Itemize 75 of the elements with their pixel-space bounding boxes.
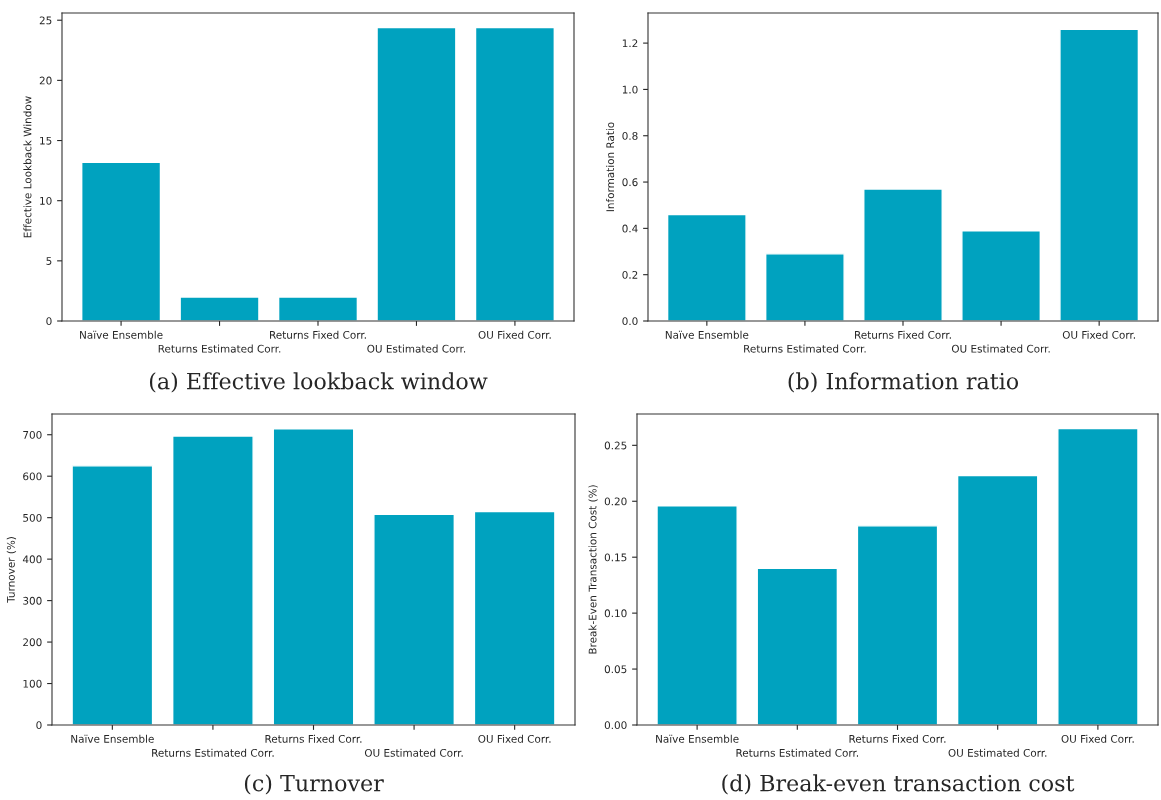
bar — [856, 525, 939, 725]
x-tick-label: Naïve Ensemble — [71, 734, 154, 743]
x-tick-label: OU Fixed Corr. — [478, 734, 551, 743]
bar — [80, 161, 162, 321]
bar — [961, 229, 1042, 321]
y-axis-title: Effective Lookback Window — [23, 96, 32, 238]
y-tick-label: 0.0 — [622, 317, 638, 326]
bar — [863, 188, 943, 321]
y-tick-label: 0 — [46, 317, 52, 326]
bar — [376, 26, 457, 321]
x-tick-label: Returns Fixed Corr. — [849, 734, 946, 743]
y-tick-label: 0.6 — [622, 178, 638, 187]
bar — [473, 510, 556, 725]
y-tick-label: 10 — [40, 196, 52, 205]
text: (b) Information ratio — [788, 372, 1019, 393]
x-tick-label: Returns Estimated Corr. — [736, 748, 858, 757]
y-tick-label: 0.4 — [622, 224, 638, 233]
y-tick-label: 15 — [40, 136, 52, 145]
y-tick-label: 1.0 — [622, 85, 638, 94]
y-tick-label: 0.20 — [604, 497, 627, 506]
bar — [764, 253, 845, 321]
y-tick-label: 1.2 — [622, 39, 638, 48]
bar — [179, 296, 260, 321]
y-tick-label: 400 — [22, 555, 42, 564]
text: (c) Turnover — [244, 774, 384, 795]
x-tick-label: Naïve Ensemble — [665, 330, 749, 339]
y-tick-label: 300 — [23, 596, 42, 605]
x-tick-label: Returns Estimated Corr. — [152, 748, 274, 757]
bar — [1059, 28, 1140, 321]
bar — [272, 428, 355, 725]
bar — [656, 505, 738, 725]
bar — [373, 513, 456, 725]
bar — [171, 435, 254, 725]
bar — [71, 465, 154, 725]
x-tick-label: OU Fixed Corr. — [478, 330, 551, 339]
y-tick-label: 0.05 — [604, 665, 627, 674]
x-tick-label: Returns Fixed Corr. — [855, 330, 951, 339]
text: (d) Break-even transaction cost — [722, 774, 1075, 795]
x-tick-label: OU Estimated Corr. — [951, 344, 1050, 353]
y-tick-label: 20 — [39, 76, 52, 85]
y-tick-label: 0.2 — [622, 270, 638, 279]
y-tick-label: 200 — [23, 638, 42, 647]
bar — [956, 474, 1039, 725]
x-tick-label: Returns Estimated Corr. — [158, 344, 281, 353]
x-tick-label: Naïve Ensemble — [656, 734, 739, 743]
x-tick-label: OU Estimated Corr. — [367, 344, 466, 353]
y-axis-title: Break-Even Transaction Cost (%) — [588, 485, 598, 654]
y-tick-label: 0.8 — [622, 131, 638, 140]
y-tick-label: 0 — [36, 721, 42, 730]
bar — [1057, 427, 1139, 725]
x-tick-label: Returns Estimated Corr. — [744, 344, 866, 353]
x-tick-label: Returns Fixed Corr. — [265, 734, 362, 743]
y-tick-label: 0.10 — [604, 609, 627, 618]
y-axis-title: Information Ratio — [606, 122, 615, 212]
x-tick-label: OU Fixed Corr. — [1062, 330, 1135, 339]
y-tick-label: 0.25 — [604, 441, 627, 450]
y-tick-label: 0.15 — [604, 553, 627, 562]
y-tick-label: 500 — [23, 513, 42, 522]
x-tick-label: OU Estimated Corr. — [948, 748, 1047, 757]
y-tick-label: 0.00 — [604, 721, 627, 730]
y-tick-label: 700 — [23, 430, 42, 439]
bar — [277, 296, 359, 321]
y-tick-label: 5 — [46, 257, 52, 265]
bar — [756, 567, 839, 725]
y-axis-title: Turnover (%) — [6, 537, 17, 603]
y-tick-label: 100 — [23, 679, 42, 688]
y-tick-label: 600 — [23, 472, 42, 481]
x-tick-label: OU Estimated Corr. — [364, 748, 463, 757]
bar — [666, 213, 747, 321]
x-tick-label: OU Fixed Corr. — [1061, 734, 1134, 743]
y-tick-label: 25 — [39, 16, 52, 25]
x-tick-label: Naïve Ensemble — [80, 330, 163, 339]
bar — [474, 26, 556, 321]
x-tick-label: Returns Fixed Corr. — [270, 330, 366, 339]
text: (a) Effective lookback window — [149, 372, 488, 393]
